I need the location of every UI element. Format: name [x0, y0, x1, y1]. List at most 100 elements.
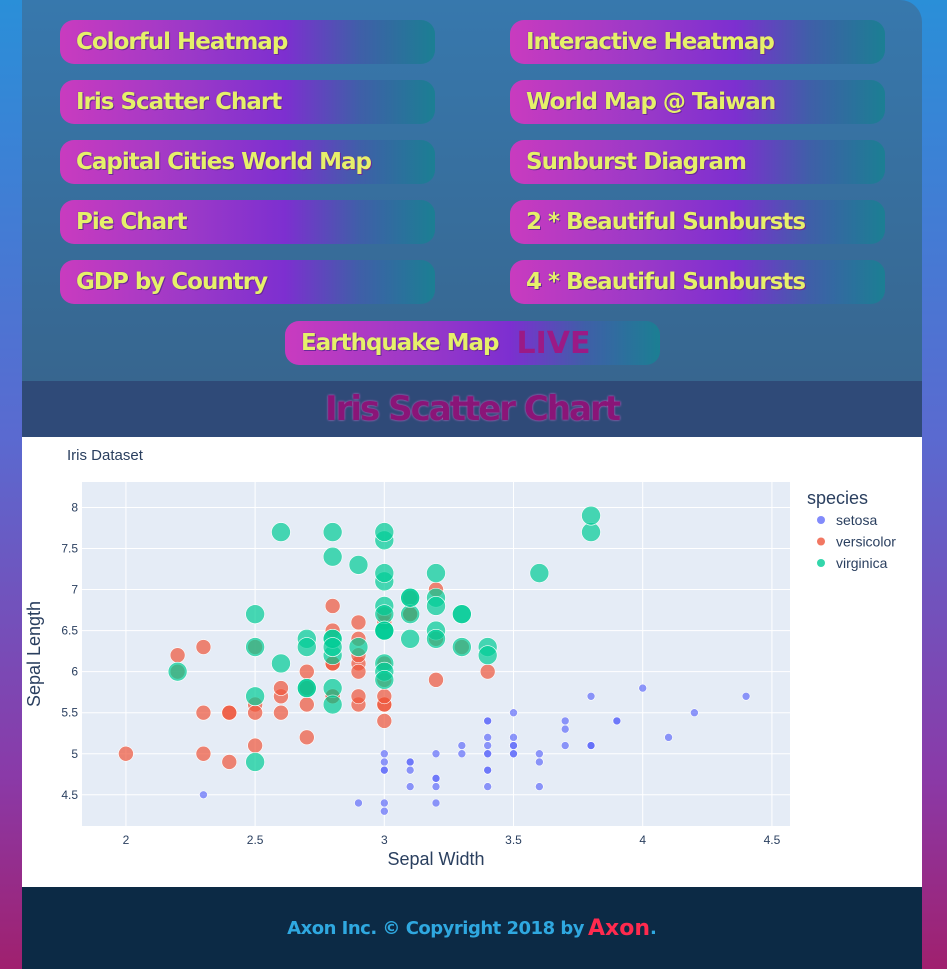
data-point-setosa[interactable] [483, 749, 492, 759]
nav-button-earthquake-map[interactable]: Earthquake Map LIVE [285, 321, 660, 365]
legend-item-virginica[interactable]: virginica [817, 555, 888, 571]
data-point-setosa[interactable] [380, 806, 389, 816]
data-point-setosa[interactable] [483, 733, 492, 742]
data-point-versicolor[interactable] [324, 598, 341, 614]
data-point-versicolor[interactable] [221, 754, 238, 770]
data-point-versicolor[interactable] [376, 713, 393, 729]
data-point-virginica[interactable] [245, 604, 265, 624]
data-point-versicolor[interactable] [273, 704, 289, 721]
nav-button-pie-chart[interactable]: Pie Chart [60, 200, 435, 244]
data-point-virginica[interactable] [400, 587, 420, 608]
data-point-setosa[interactable] [535, 749, 544, 759]
nav-button-2-beautiful-sunbursts[interactable]: 2 * Beautiful Sunbursts [510, 200, 885, 244]
data-point-versicolor[interactable] [195, 745, 212, 762]
data-point-virginica[interactable] [452, 604, 472, 624]
data-point-versicolor[interactable] [299, 663, 315, 680]
data-point-setosa[interactable] [509, 749, 518, 759]
data-point-setosa[interactable] [431, 782, 441, 791]
data-point-virginica[interactable] [374, 563, 395, 583]
data-point-setosa[interactable] [535, 757, 544, 767]
data-point-virginica[interactable] [374, 620, 395, 641]
data-point-virginica[interactable] [245, 686, 265, 707]
nav-button-4-beautiful-sunbursts[interactable]: 4 * Beautiful Sunbursts [510, 260, 885, 304]
data-point-virginica[interactable] [374, 522, 395, 542]
data-point-setosa[interactable] [509, 733, 518, 742]
data-point-setosa[interactable] [199, 790, 208, 800]
data-point-virginica[interactable] [452, 637, 472, 657]
data-point-setosa[interactable] [431, 774, 441, 783]
data-point-setosa[interactable] [457, 749, 467, 759]
data-point-setosa[interactable] [509, 708, 518, 718]
data-point-setosa[interactable] [741, 691, 751, 701]
data-point-setosa[interactable] [509, 741, 518, 750]
data-point-setosa[interactable] [483, 716, 492, 726]
legend-item-setosa[interactable]: setosa [817, 512, 877, 528]
data-point-setosa[interactable] [560, 741, 570, 750]
data-point-setosa[interactable] [612, 716, 622, 726]
data-point-setosa[interactable] [380, 749, 389, 759]
data-point-virginica[interactable] [477, 645, 498, 666]
data-point-virginica[interactable] [426, 596, 446, 616]
nav-button-colorful-heatmap[interactable]: Colorful Heatmap [60, 20, 435, 64]
data-point-virginica[interactable] [426, 629, 446, 649]
data-point-virginica[interactable] [426, 563, 446, 583]
nav-button-sunburst-diagram[interactable]: Sunburst Diagram [510, 140, 885, 184]
data-point-virginica[interactable] [167, 661, 188, 682]
data-point-versicolor[interactable] [273, 680, 289, 696]
data-point-versicolor[interactable] [247, 737, 263, 754]
data-point-versicolor[interactable] [195, 704, 212, 721]
data-point-setosa[interactable] [405, 765, 415, 775]
data-point-virginica[interactable] [271, 522, 291, 542]
data-point-versicolor[interactable] [350, 688, 367, 705]
data-point-setosa[interactable] [483, 782, 492, 791]
nav-button-iris-scatter-chart[interactable]: Iris Scatter Chart [60, 80, 435, 124]
data-point-setosa[interactable] [483, 765, 492, 775]
data-point-versicolor[interactable] [118, 745, 134, 762]
data-point-versicolor[interactable] [350, 614, 367, 631]
data-point-virginica[interactable] [322, 522, 343, 542]
data-point-setosa[interactable] [586, 691, 596, 701]
data-point-virginica[interactable] [245, 637, 265, 657]
data-point-setosa[interactable] [380, 798, 389, 808]
data-point-virginica[interactable] [322, 637, 343, 657]
legend[interactable]: species setosa versicolor virginica [807, 488, 896, 571]
nav-button-gdp-by-country[interactable]: GDP by Country [60, 260, 435, 304]
data-point-versicolor[interactable] [350, 663, 367, 680]
nav-button-capital-cities-world-map[interactable]: Capital Cities World Map [60, 140, 435, 184]
data-point-setosa[interactable] [405, 757, 415, 767]
data-point-setosa[interactable] [431, 749, 441, 759]
data-point-virginica[interactable] [581, 505, 601, 526]
data-point-setosa[interactable] [483, 741, 492, 750]
data-point-versicolor[interactable] [169, 647, 186, 664]
data-point-virginica[interactable] [529, 563, 550, 583]
data-point-versicolor[interactable] [195, 639, 212, 655]
data-point-setosa[interactable] [457, 741, 467, 750]
legend-item-versicolor[interactable]: versicolor [817, 534, 896, 550]
data-point-virginica[interactable] [322, 546, 343, 567]
footer-brand[interactable]: Axon [588, 915, 650, 941]
data-point-setosa[interactable] [380, 765, 389, 775]
data-point-setosa[interactable] [354, 798, 363, 808]
data-point-virginica[interactable] [348, 637, 369, 657]
data-point-versicolor[interactable] [247, 704, 263, 721]
data-point-versicolor[interactable] [376, 688, 393, 705]
data-point-setosa[interactable] [560, 724, 570, 734]
data-point-virginica[interactable] [297, 637, 317, 657]
data-point-setosa[interactable] [664, 733, 673, 742]
data-point-virginica[interactable] [322, 694, 343, 715]
data-point-virginica[interactable] [374, 670, 395, 690]
data-point-versicolor[interactable] [221, 704, 238, 721]
data-point-versicolor[interactable] [479, 663, 496, 680]
data-point-setosa[interactable] [638, 683, 648, 693]
data-point-setosa[interactable] [690, 708, 699, 718]
data-point-setosa[interactable] [586, 741, 596, 750]
data-point-virginica[interactable] [348, 555, 369, 575]
data-point-versicolor[interactable] [299, 696, 315, 713]
data-point-versicolor[interactable] [299, 729, 315, 746]
data-point-setosa[interactable] [431, 798, 441, 808]
iris-scatter-chart[interactable]: Iris Dataset 2 2.5 3 3.5 4 4.5 4.5 5 5.5 6 6.5 7 7.5… [22, 437, 922, 887]
data-point-setosa[interactable] [535, 782, 544, 791]
nav-button-interactive-heatmap[interactable]: Interactive Heatmap [510, 20, 885, 64]
nav-button-world-map-taiwan[interactable]: World Map @ Taiwan [510, 80, 885, 124]
data-point-versicolor[interactable] [428, 672, 444, 688]
